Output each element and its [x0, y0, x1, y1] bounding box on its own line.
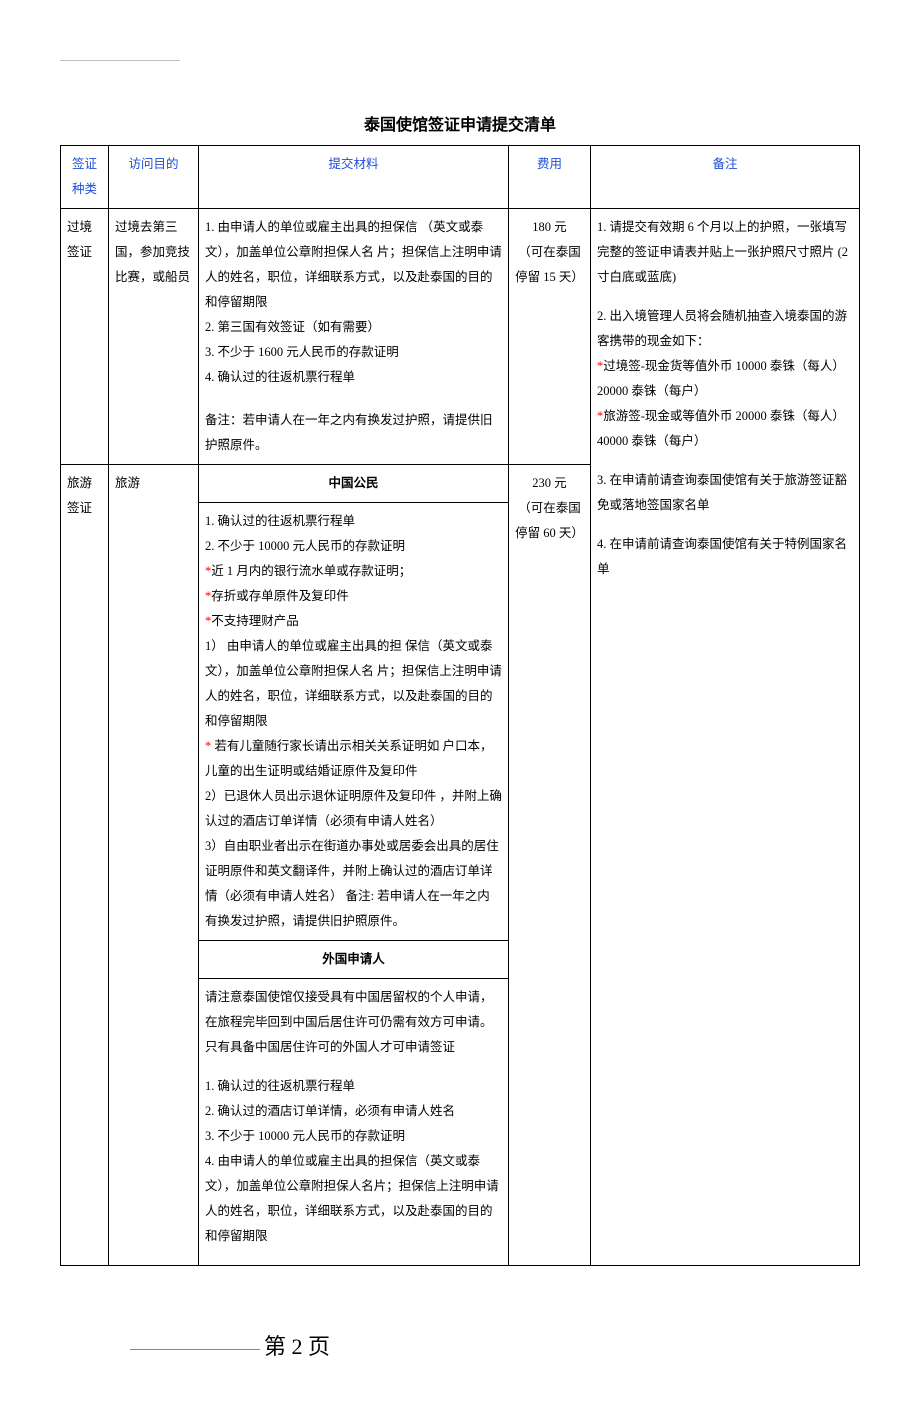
cn-2: 2. 不少于 10000 元人民币的存款证明	[205, 534, 502, 559]
th-purpose: 访问目的	[109, 146, 199, 209]
page-title: 泰国使馆签证申请提交清单	[60, 111, 860, 141]
sub-body-fr: 请注意泰国使馆仅接受具有中国居留权的个人申请，在旅程完毕回到中国后居住许可仍需有…	[199, 979, 508, 1265]
rmk-4: 4. 在申请前请查询泰国使馆有关于特例国家名单	[597, 532, 853, 582]
cn-star3: *不支持理财产品	[205, 609, 502, 634]
th-fee: 费用	[509, 146, 591, 209]
sub-head-cn: 中国公民	[199, 465, 508, 503]
m1-note: 备注：若申请人在一年之内有换发过护照，请提供旧护照原件。	[205, 408, 502, 458]
page-footer: 第 2 页	[60, 1326, 860, 1368]
sub-body-cn: 1. 确认过的往返机票行程单 2. 不少于 10000 元人民币的存款证明 *近…	[199, 503, 508, 941]
visa-table: 签证种类 访问目的 提交材料 费用 备注 过境签证 过境去第三国，参加竞技比赛，…	[60, 145, 860, 1266]
fr-intro1: 请注意泰国使馆仅接受具有中国居留权的个人申请，在旅程完毕回到中国后居住许可仍需有…	[205, 985, 502, 1035]
cell-purpose-2: 旅游	[109, 465, 199, 1266]
fee1-stay: （可在泰国停留 15 天）	[515, 240, 584, 290]
cn-star4: * 若有儿童随行家长请出示相关关系证明如 户口本，儿童的出生证明或结婚证原件及复…	[205, 734, 502, 784]
cell-fee-1: 180 元 （可在泰国停留 15 天）	[509, 209, 591, 465]
cn-star2: *存折或存单原件及复印件	[205, 584, 502, 609]
cell-materials-1: 1. 由申请人的单位或雇主出具的担保信 （英文或泰文），加盖单位公章附担保人名 …	[199, 209, 509, 465]
rmk-3: 3. 在申请前请查询泰国使馆有关于旅游签证豁免或落地签国家名单	[597, 468, 853, 518]
cell-fee-2: 230 元 （可在泰国停留 60 天）	[509, 465, 591, 1266]
m1-4: 4. 确认过的往返机票行程单	[205, 365, 502, 390]
fee2-stay: （可在泰国停留 60 天）	[515, 496, 584, 546]
rmk-star2: *旅游签-现金或等值外币 20000 泰铢（每人）40000 泰铢（每户）	[597, 404, 853, 454]
rmk-star1: *过境签-现金货等值外币 10000 泰铢（每人）20000 泰铢（每户）	[597, 354, 853, 404]
cn-1: 1. 确认过的往返机票行程单	[205, 509, 502, 534]
rmk-1: 1. 请提交有效期 6 个月以上的护照，一张填写完整的签证申请表并贴上一张护照尺…	[597, 215, 853, 290]
fee2-amount: 230 元	[515, 471, 584, 496]
th-visa-type: 签证种类	[61, 146, 109, 209]
m1-1: 1. 由申请人的单位或雇主出具的担保信 （英文或泰文），加盖单位公章附担保人名 …	[205, 215, 502, 315]
cell-visa-type-2: 旅游签证	[61, 465, 109, 1266]
fr-1: 1. 确认过的往返机票行程单	[205, 1074, 502, 1099]
cn-3a: 1） 由申请人的单位或雇主出具的担 保信（英文或泰文），加盖单位公章附担保人名 …	[205, 634, 502, 734]
fr-2: 2. 确认过的酒店订单详情，必须有申请人姓名	[205, 1099, 502, 1124]
cn-3b: 2）已退休人员出示退休证明原件及复印件 ，并附上确认过的酒店订单详情（必须有申请…	[205, 784, 502, 834]
cn-3c: 3）自由职业者出示在街道办事处或居委会出具的居住证明原件和英文翻译件，并附上确认…	[205, 834, 502, 934]
th-materials: 提交材料	[199, 146, 509, 209]
fr-4: 4. 由申请人的单位或雇主出具的担保信（英文或泰文），加盖单位公章附担保人名片；…	[205, 1149, 502, 1249]
cell-visa-type-1: 过境签证	[61, 209, 109, 465]
cell-remarks: 1. 请提交有效期 6 个月以上的护照，一张填写完整的签证申请表并贴上一张护照尺…	[591, 209, 860, 1266]
footer-rule	[130, 1349, 260, 1350]
sub-head-fr: 外国申请人	[199, 941, 508, 979]
m1-3: 3. 不少于 1600 元人民币的存款证明	[205, 340, 502, 365]
fr-3: 3. 不少于 10000 元人民币的存款证明	[205, 1124, 502, 1149]
cn-star1: *近 1 月内的银行流水单或存款证明；	[205, 559, 502, 584]
row-transit: 过境签证 过境去第三国，参加竞技比赛，或船员 1. 由申请人的单位或雇主出具的担…	[61, 209, 860, 465]
rmk-2: 2. 出入境管理人员将会随机抽查入境泰国的游客携带的现金如下：	[597, 304, 853, 354]
fr-intro2: 只有具备中国居住许可的外国人才可申请签证	[205, 1035, 502, 1060]
header-row: 签证种类 访问目的 提交材料 费用 备注	[61, 146, 860, 209]
fee1-amount: 180 元	[515, 215, 584, 240]
th-remarks: 备注	[591, 146, 860, 209]
footer-text: 第 2 页	[264, 1334, 330, 1359]
cell-materials-2: 中国公民 1. 确认过的往返机票行程单 2. 不少于 10000 元人民币的存款…	[199, 465, 509, 1266]
top-rule	[60, 60, 180, 61]
cell-purpose-1: 过境去第三国，参加竞技比赛，或船员	[109, 209, 199, 465]
m1-2: 2. 第三国有效签证（如有需要）	[205, 315, 502, 340]
